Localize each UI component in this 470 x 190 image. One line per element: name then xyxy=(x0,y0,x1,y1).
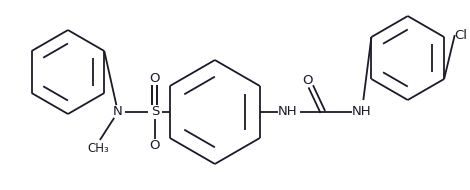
Text: NH: NH xyxy=(352,105,372,119)
Text: Cl: Cl xyxy=(455,28,468,42)
Text: S: S xyxy=(151,105,159,119)
Text: O: O xyxy=(149,139,160,152)
Text: O: O xyxy=(149,71,160,85)
Text: N: N xyxy=(113,105,123,119)
Text: NH: NH xyxy=(278,105,298,119)
Text: CH₃: CH₃ xyxy=(87,142,109,155)
Text: O: O xyxy=(303,74,313,86)
